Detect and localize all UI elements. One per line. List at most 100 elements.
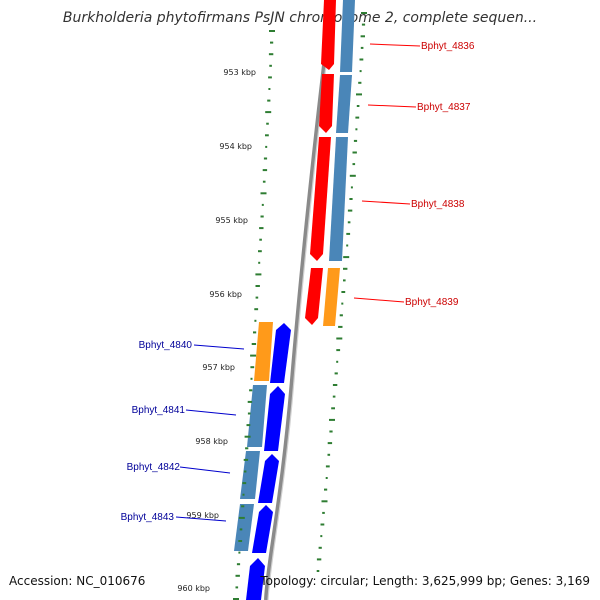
cds-arrow-4843[interactable] [252, 505, 273, 553]
gc-skew-mark [254, 308, 259, 311]
gc-skew-mark [355, 116, 360, 119]
cds-arrow-next[interactable] [246, 558, 265, 600]
gc-skew-mark [347, 209, 353, 212]
tick-label: 956 kbp [209, 290, 242, 299]
gc-skew-mark [269, 64, 272, 67]
gc-skew-mark [265, 111, 272, 114]
label-leaders [175, 43, 421, 522]
gene-label-4837[interactable]: Bphyt_4837 [417, 102, 471, 113]
gc-skew-mark [260, 215, 264, 218]
gene-bar-4840[interactable] [254, 322, 273, 381]
cds-arrow-4841[interactable] [264, 386, 285, 451]
gc-skew-mark [329, 418, 335, 421]
tick-label: 954 kbp [219, 142, 252, 151]
gc-skew-mark [349, 174, 356, 177]
gc-skew-mark [318, 546, 322, 549]
gene-bar-4839[interactable] [323, 268, 340, 326]
gc-skew-mark [322, 511, 325, 514]
gc-skew-mark [320, 535, 323, 538]
gc-skew-mark [361, 23, 366, 26]
gc-skew-mark [334, 372, 338, 375]
tick-label: 960 kbp [177, 584, 210, 593]
gc-skew-mark [327, 442, 333, 445]
gc-skew-mark [250, 366, 255, 369]
gene-label-4838[interactable]: Bphyt_4838 [411, 199, 465, 210]
gc-skew-mark [265, 134, 269, 137]
gc-skew-mark [343, 256, 350, 259]
gc-skew-mark [235, 574, 240, 577]
gc-skew-mark [359, 70, 362, 73]
gc-skew-mark [254, 319, 257, 322]
gc-skew-mark [268, 76, 272, 79]
backbone-line [264, 0, 334, 600]
gene-bar-4843[interactable] [234, 504, 254, 551]
gc-skew-mark [316, 558, 322, 561]
gc-skew-mark [235, 586, 239, 589]
gc-skew-mark [360, 46, 364, 49]
gene-label-4839[interactable]: Bphyt_4839 [405, 297, 459, 308]
gc-skew-mark [353, 139, 358, 142]
gc-skew-mark [336, 349, 341, 352]
cds-arrow-4842[interactable] [258, 454, 279, 503]
gc-skew-mark [320, 523, 325, 526]
tick-label: 953 kbp [223, 68, 256, 77]
gene-bar-4842[interactable] [240, 451, 260, 499]
gc-skew-mark [267, 99, 271, 102]
tick-labels: 953 kbp 954 kbp 955 kbp 956 kbp 957 kbp … [177, 68, 256, 593]
gene-label-4843[interactable]: Bphyt_4843 [121, 512, 175, 523]
gene-label-4842[interactable]: Bphyt_4842 [127, 462, 181, 473]
gc-skew-mark [242, 493, 245, 496]
gc-skew-mark [339, 314, 343, 317]
gc-skew-mark [261, 203, 264, 206]
gc-skew-mark [259, 227, 264, 230]
tick-label: 959 kbp [186, 511, 219, 520]
gene-bar-4836[interactable] [340, 0, 355, 72]
gc-skew-mark [239, 528, 243, 531]
gc-skew-mark [260, 192, 267, 195]
gc-skew-mark [325, 465, 330, 468]
gene-bar-4837[interactable] [336, 75, 352, 133]
gc-skew-mark [253, 331, 257, 334]
gc-skew-mark [343, 267, 348, 270]
gc-skew-mark [268, 53, 274, 56]
gc-skew-mark [238, 516, 245, 519]
gene-bar-4841[interactable] [247, 385, 267, 447]
gc-skew-mark [262, 169, 268, 172]
gc-skew-mark [244, 435, 251, 438]
gc-skew-mark [332, 384, 338, 386]
gc-skew-mark [270, 41, 274, 44]
gene-bar-4838[interactable] [329, 137, 348, 261]
cds-arrow-4836[interactable] [321, 0, 336, 70]
gc-skew-mark [349, 198, 353, 200]
gc-skew-mark [347, 221, 351, 224]
gene-label-4840[interactable]: Bphyt_4840 [139, 340, 193, 351]
cds-arrow-4837[interactable] [319, 74, 334, 133]
gc-skew-mark [243, 458, 249, 461]
gc-skew-mark [250, 377, 253, 380]
gc-skew-mark [355, 128, 358, 131]
gc-skew-mark [331, 407, 335, 410]
gc-skew-mark [266, 122, 269, 125]
cds-arrow-4840[interactable] [270, 323, 291, 383]
gc-skew-mark [336, 337, 343, 340]
map-title: Burkholderia phytofirmans PsJN chromosom… [62, 10, 538, 26]
tick-label: 958 kbp [195, 437, 228, 446]
gene-label-4841[interactable]: Bphyt_4841 [132, 405, 186, 416]
gc-skew-mark [329, 430, 333, 433]
gc-skew-mark [251, 343, 257, 345]
gc-skew-mark [352, 163, 356, 166]
gc-skew-mark [352, 151, 357, 154]
cds-arrow-4839[interactable] [305, 268, 323, 325]
gc-skew-mark [269, 30, 275, 32]
gene-labels: Bphyt_4836 Bphyt_4837 Bphyt_4838 Bphyt_4… [121, 41, 475, 523]
gc-skew-mark [255, 273, 262, 276]
forward-features [234, 322, 291, 600]
gc-skew-mark [255, 285, 260, 287]
gc-skew-mark [258, 261, 261, 264]
gc-skew-mark [247, 400, 253, 403]
gene-label-4836[interactable]: Bphyt_4836 [421, 41, 475, 52]
gc-skew-mark [265, 145, 268, 148]
gc-skew-mark [358, 81, 362, 84]
cds-arrow-4838[interactable] [310, 137, 331, 261]
